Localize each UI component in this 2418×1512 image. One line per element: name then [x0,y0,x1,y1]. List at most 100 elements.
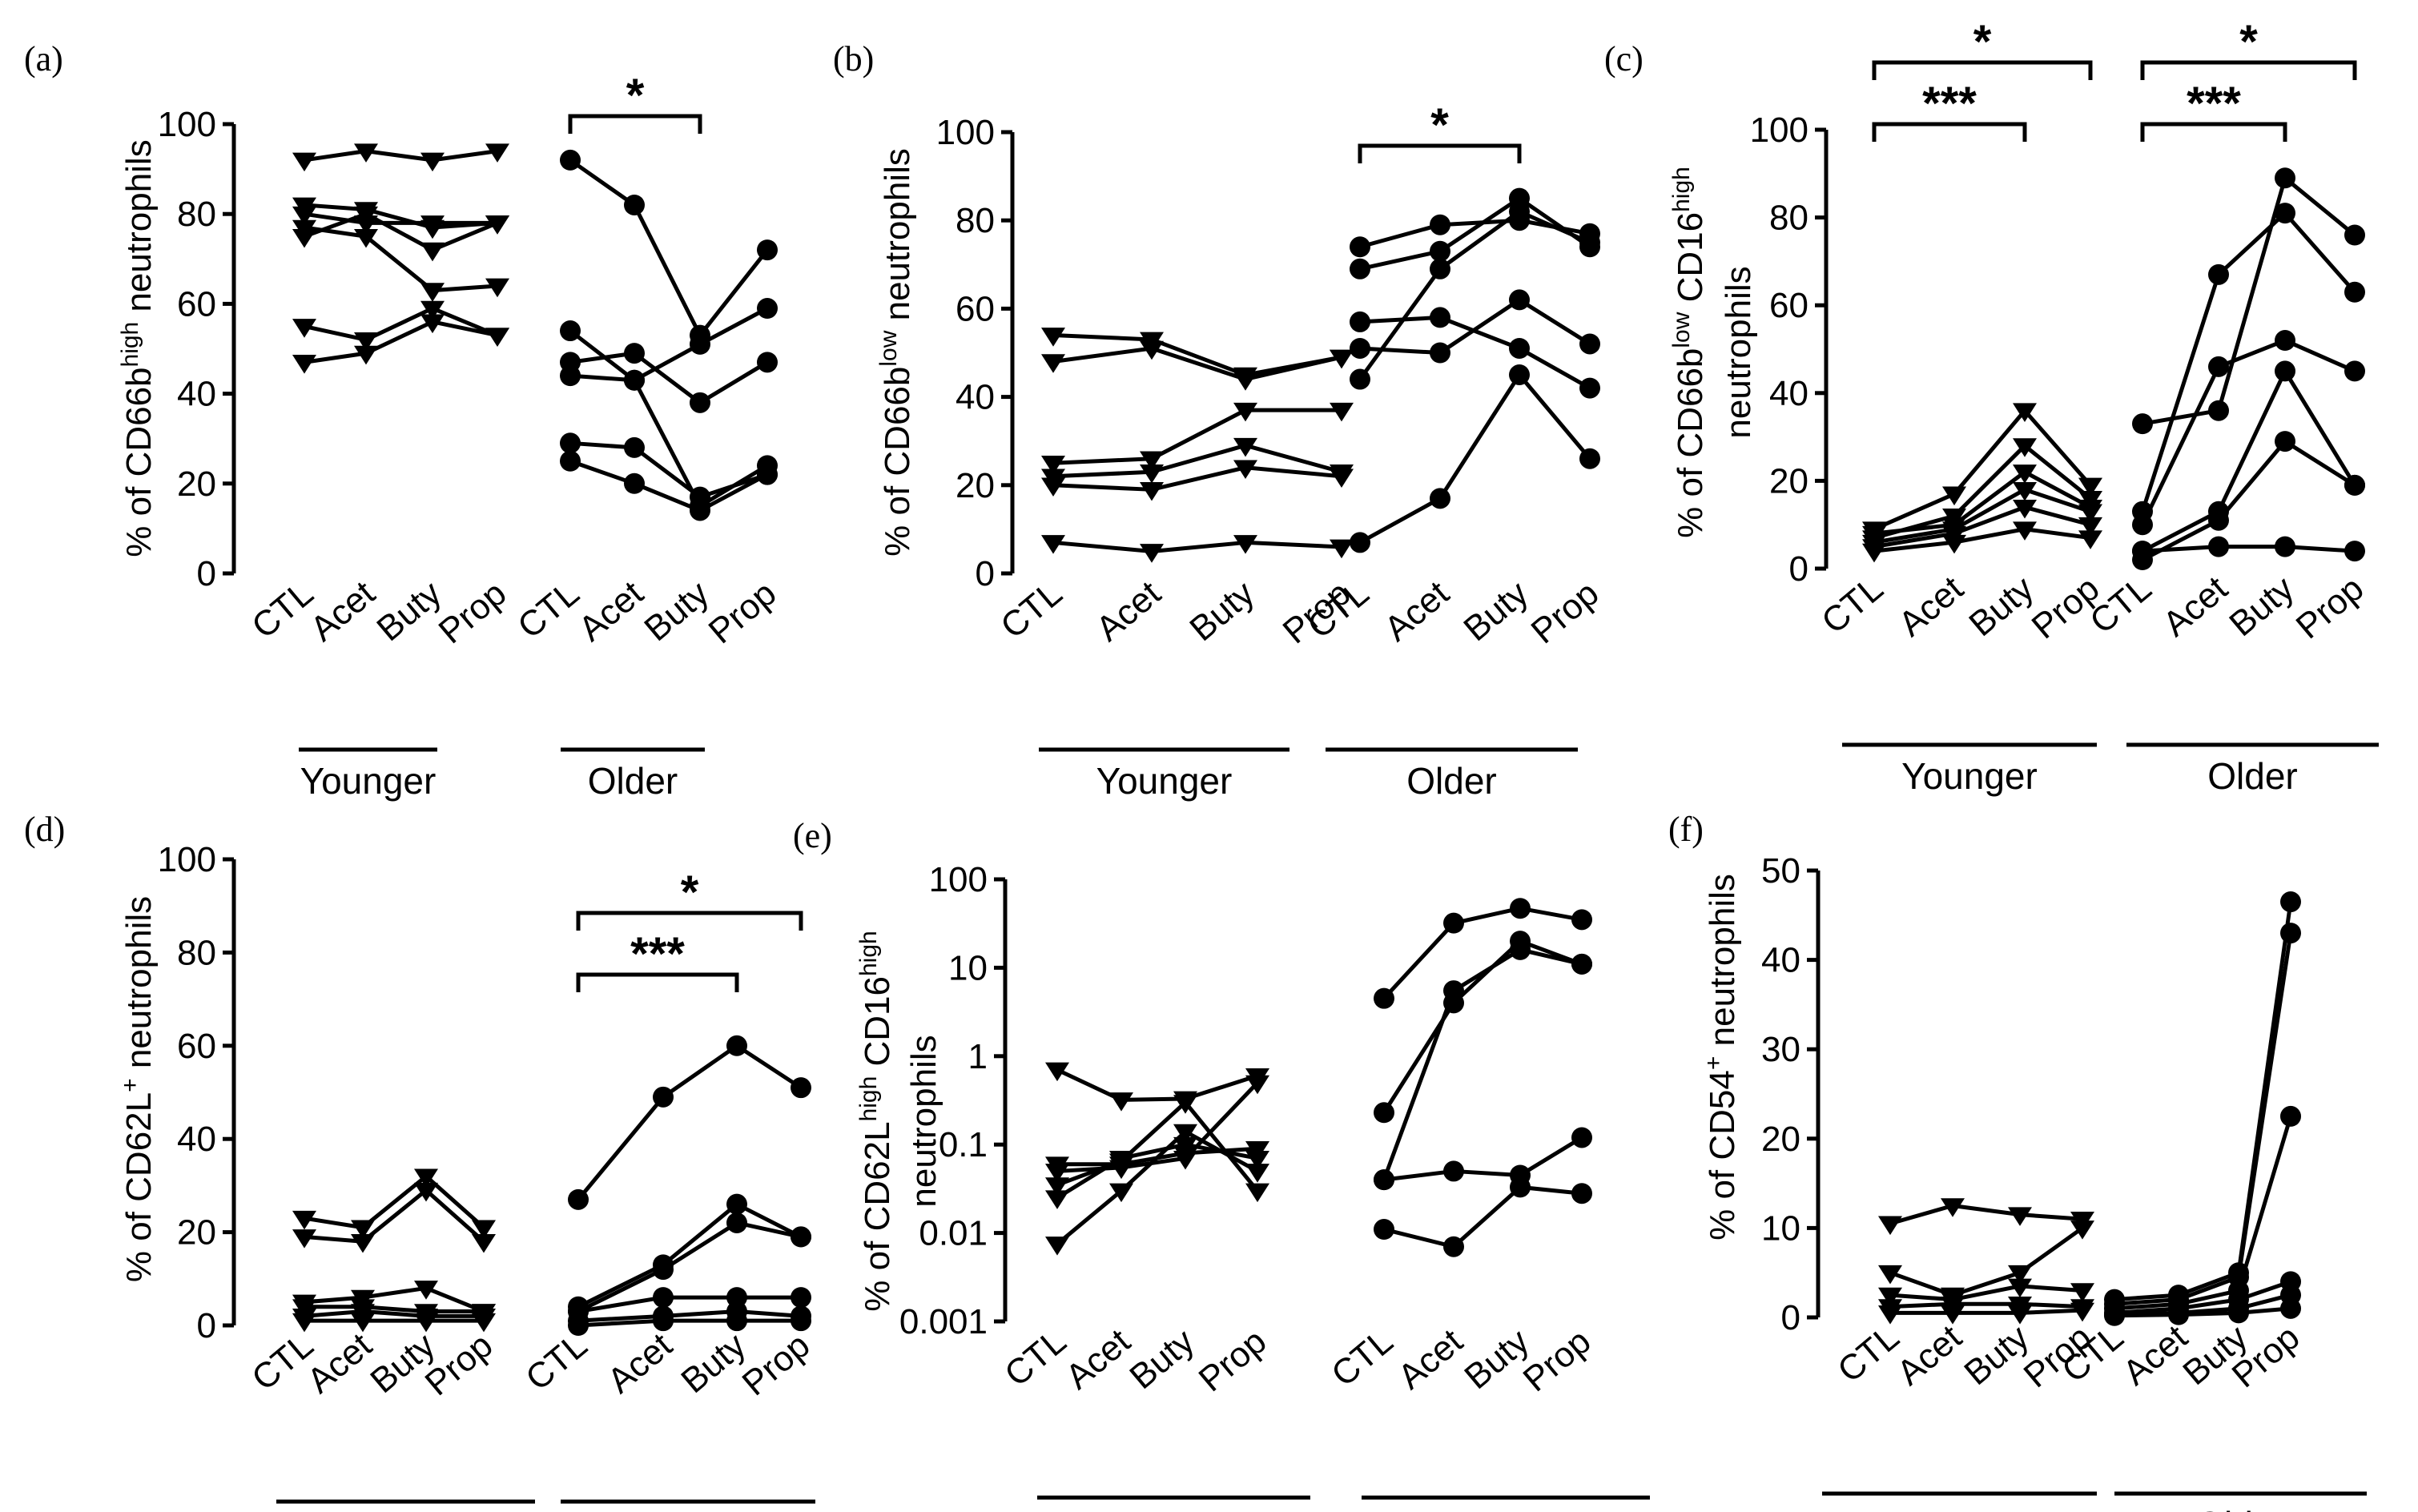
data-point-circle [1579,377,1600,399]
data-point-triangle [351,1220,375,1240]
series-line [304,1309,484,1318]
series-line [569,158,769,338]
series-line [1052,443,1342,479]
data-point-circle [1430,488,1450,509]
data-point-triangle [2013,438,2037,457]
y-tick-label: 80 [956,201,995,240]
y-axis-label-superscript: low [875,330,902,366]
data-point-circle [2344,474,2365,496]
data-point-triangle [1041,535,1065,554]
data-point-triangle [292,152,316,172]
data-point-triangle [2013,521,2037,541]
series-line [2140,338,2356,526]
data-point-circle [1443,1236,1464,1257]
series-line [577,1044,803,1201]
y-axis-label-superscript: high [855,1076,882,1122]
data-point-triangle [2013,482,2037,501]
y-axis-label-line2: neutrophils [1719,266,1758,438]
data-point-circle [1430,240,1450,262]
data-point-triangle [1862,543,1886,563]
data-point-triangle [414,1182,438,1202]
data-point-circle [2344,541,2365,562]
data-point-triangle [351,1313,375,1333]
data-point-circle [1374,1102,1394,1124]
data-point-triangle [1045,1190,1069,1209]
data-point-triangle [1045,1062,1069,1082]
series-line [1056,1068,1258,1102]
series-line [1873,408,2092,531]
x-tick-label: CTL [1830,1317,1906,1390]
series-line [1382,906,1583,1000]
y-tick-label: 80 [177,195,216,234]
y-tick-label: 100 [158,105,216,144]
data-point-triangle [1140,340,1164,360]
y-axis-label-text: neutrophils [119,896,159,1078]
series-line [569,440,768,500]
significance-bracket [568,114,702,134]
data-point-triangle [1245,1140,1269,1160]
data-point-triangle [1041,477,1065,497]
data-point-circle [1350,532,1370,553]
data-point-triangle [2078,517,2102,537]
series-line [1873,505,2091,549]
data-point-circle [1509,337,1530,359]
series-line [304,203,498,230]
y-tick-label: 40 [177,375,216,414]
data-point-circle [2104,1305,2125,1326]
series-line [2141,368,2357,553]
y-axis-label-text: neutrophils [119,139,159,321]
data-point-triangle [1109,1092,1133,1112]
x-tick-label: CTL [1814,569,1890,641]
y-tick-label: 0 [1781,1298,1800,1337]
data-point-triangle [472,1233,496,1253]
x-tick-label: Prop [432,573,514,651]
data-point-triangle [2013,464,2037,484]
data-point-circle [1350,368,1370,390]
data-point-circle [757,239,778,261]
data-point-circle [2275,167,2295,189]
data-point-circle [2228,1302,2249,1324]
data-point-circle [2344,360,2365,382]
series-line [1052,465,1342,492]
data-point-triangle [1878,1305,1902,1325]
series-line [304,211,497,225]
data-point-circle [653,1086,674,1108]
significance-label: *** [1922,78,1977,130]
data-point-circle [2280,923,2301,944]
x-tick-label: Acet [300,1325,379,1401]
data-point-triangle [485,278,509,298]
data-point-circle [2275,431,2295,452]
data-point-triangle [292,228,316,248]
panel-2: (b) 0 20 40 60 80 100 % of CD66blow neutrophils… [833,39,1606,802]
data-point-triangle [1233,372,1257,391]
group-label-older: Older [2195,1504,2285,1512]
series-line [2114,1116,2293,1311]
y-axis-label-text: % of CD66b [1671,348,1710,538]
significance-bracket [576,972,739,992]
significance-label: *** [2187,78,2241,130]
x-tick-label: Buty [674,1325,753,1401]
significance-bracket [1358,143,1522,163]
group-label-older: Older [1461,1508,1551,1512]
significance-bracket [1872,60,2093,80]
data-point-triangle [1173,1095,1197,1114]
series-line [1052,540,1342,553]
panel-letter: (b) [833,39,874,78]
data-point-triangle [1245,1075,1269,1095]
series-line [1873,527,2091,553]
data-point-circle [2208,536,2229,557]
series-line [1383,1184,1583,1249]
data-point-triangle [1941,1305,1965,1325]
series-line [1889,1204,2083,1226]
y-tick-label: 60 [1769,286,1808,325]
data-point-triangle [1173,1136,1197,1156]
series-line [304,1305,484,1314]
series-line [569,459,769,513]
data-point-circle [726,1310,747,1332]
y-tick-label: 0 [1789,549,1808,589]
x-tick-label: Buty [369,573,449,649]
